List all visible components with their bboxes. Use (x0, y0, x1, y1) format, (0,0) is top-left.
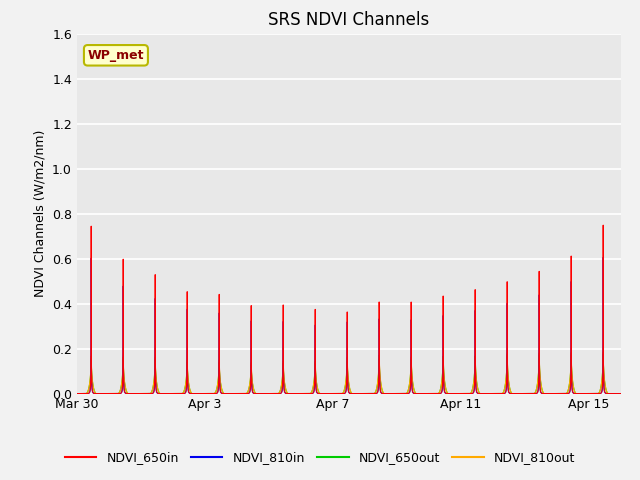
NDVI_810out (520, 391, 527, 396)
NDVI_810in (520, 391, 527, 396)
Line: NDVI_810out: NDVI_810out (77, 352, 621, 394)
Line: NDVI_650in: NDVI_650in (77, 225, 621, 394)
NDVI_650in (520, 391, 527, 396)
NDVI_650in (424, 391, 432, 396)
NDVI_650out (617, 391, 625, 396)
NDVI_810in (197, 391, 205, 396)
NDVI_650out (127, 391, 134, 396)
NDVI_810out (152, 373, 160, 379)
NDVI_810in (599, 254, 607, 260)
NDVI_810in (127, 391, 134, 396)
Line: NDVI_810in: NDVI_810in (77, 257, 621, 394)
NDVI_810in (424, 391, 432, 396)
NDVI_650out (424, 391, 432, 396)
NDVI_650in (617, 391, 625, 396)
NDVI_650out (73, 391, 81, 396)
NDVI_650in (152, 384, 160, 390)
NDVI_650out (599, 351, 607, 357)
NDVI_810out (617, 391, 625, 396)
NDVI_810out (424, 391, 432, 396)
NDVI_650in (73, 391, 81, 396)
Text: WP_met: WP_met (88, 49, 144, 62)
NDVI_650out (152, 374, 160, 380)
Title: SRS NDVI Channels: SRS NDVI Channels (268, 11, 429, 29)
NDVI_810in (617, 391, 625, 396)
NDVI_650out (520, 391, 527, 396)
NDVI_650in (599, 222, 607, 228)
Y-axis label: NDVI Channels (W/m2/nm): NDVI Channels (W/m2/nm) (33, 130, 46, 297)
NDVI_810in (73, 391, 81, 396)
Legend: NDVI_650in, NDVI_810in, NDVI_650out, NDVI_810out: NDVI_650in, NDVI_810in, NDVI_650out, NDV… (60, 446, 580, 469)
NDVI_810out (127, 391, 134, 396)
NDVI_650out (197, 391, 205, 396)
NDVI_810in (152, 385, 160, 391)
NDVI_650in (528, 391, 536, 396)
NDVI_810out (528, 391, 536, 396)
NDVI_810in (528, 391, 536, 396)
Line: NDVI_650out: NDVI_650out (77, 354, 621, 394)
NDVI_810out (599, 349, 607, 355)
NDVI_650in (127, 391, 134, 396)
NDVI_810out (197, 391, 205, 396)
NDVI_650out (528, 391, 536, 396)
NDVI_650in (197, 391, 205, 396)
NDVI_810out (73, 391, 81, 396)
